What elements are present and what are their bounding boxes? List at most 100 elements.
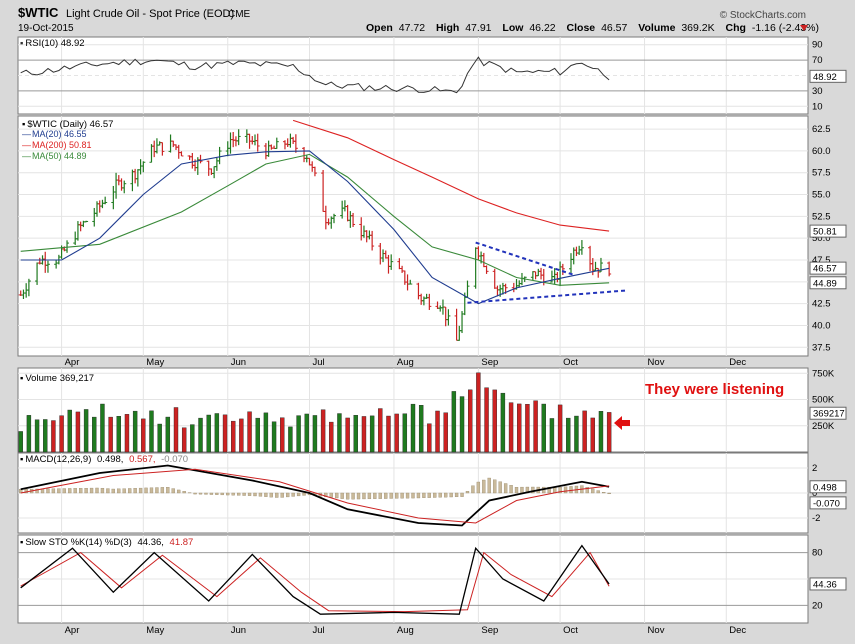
close-tag: 46.57 bbox=[813, 264, 837, 275]
volume-bar bbox=[84, 409, 88, 452]
sto-legend-v1: 44.36, bbox=[137, 537, 163, 548]
macd-histogram-bar bbox=[504, 484, 507, 494]
macd-histogram-bar bbox=[199, 493, 202, 494]
rsi-legend-text: RSI(10) 48.92 bbox=[25, 38, 84, 49]
volume-bar bbox=[427, 424, 431, 452]
volume-bar bbox=[207, 415, 211, 452]
macd-tick-label: -2 bbox=[812, 513, 820, 524]
macd-legend: ▪MACD(12,26,9) 0.498, 0.567, -0.070 bbox=[20, 454, 188, 465]
macd-histogram-bar bbox=[362, 493, 365, 499]
macd-tick-label: 2 bbox=[812, 463, 817, 474]
volume-bar bbox=[354, 415, 358, 452]
ma50-legend-text: MA(50) 44.89 bbox=[32, 151, 87, 161]
sto-toggle-icon[interactable]: ▪ bbox=[20, 537, 23, 548]
macd-histogram-bar bbox=[433, 493, 436, 498]
price-panel bbox=[18, 116, 808, 356]
macd-histogram-bar bbox=[286, 493, 289, 497]
volume-bar bbox=[92, 417, 96, 452]
macd-histogram-bar bbox=[275, 493, 278, 498]
macd-tag: 0.498 bbox=[813, 482, 837, 493]
macd-histogram-bar bbox=[101, 488, 104, 493]
macd-histogram-bar bbox=[564, 487, 567, 493]
ma200-legend: —MA(200) 50.81 bbox=[22, 140, 92, 150]
macd-histogram-bar bbox=[422, 493, 425, 498]
macd-histogram-bar bbox=[297, 493, 300, 496]
panel-toggle-icon[interactable]: ▪ bbox=[20, 38, 23, 49]
volume-bar bbox=[280, 418, 284, 452]
month-label-top: Dec bbox=[729, 357, 746, 368]
macd-hist-tag: -0.070 bbox=[813, 498, 840, 509]
volume-tag: 369217 bbox=[813, 409, 845, 420]
price-tick-label: 40.0 bbox=[812, 320, 831, 331]
macd-histogram-bar bbox=[466, 491, 469, 493]
macd-histogram-bar bbox=[335, 493, 338, 498]
macd-histogram-bar bbox=[417, 493, 420, 498]
volume-bar bbox=[574, 416, 578, 452]
volume-bar bbox=[288, 427, 292, 452]
macd-histogram-bar bbox=[123, 489, 126, 493]
volume-bar bbox=[493, 390, 497, 452]
month-label-bottom: Apr bbox=[65, 625, 80, 636]
price-tick-label: 60.0 bbox=[812, 146, 831, 157]
macd-histogram-bar bbox=[161, 487, 164, 493]
ma200-line-icon: — bbox=[22, 140, 31, 150]
volume-bar bbox=[125, 414, 129, 452]
low-label: Low bbox=[502, 22, 524, 34]
volume-bar bbox=[190, 425, 194, 452]
open-value: 47.72 bbox=[399, 22, 425, 34]
volume-bar bbox=[223, 415, 227, 452]
volume-bar bbox=[403, 414, 407, 452]
macd-histogram-bar bbox=[204, 493, 207, 494]
ma200-legend-text: MA(200) 50.81 bbox=[32, 140, 92, 150]
macd-histogram-bar bbox=[215, 493, 218, 495]
volume-bar bbox=[141, 419, 145, 452]
ma20-legend: —MA(20) 46.55 bbox=[22, 129, 87, 139]
macd-histogram-bar bbox=[570, 486, 573, 493]
macd-histogram-bar bbox=[520, 487, 523, 493]
volume-bar bbox=[370, 416, 374, 452]
macd-histogram-bar bbox=[368, 493, 371, 499]
ma50-tag: 44.89 bbox=[813, 278, 837, 289]
macd-histogram-bar bbox=[346, 493, 349, 499]
macd-histogram-bar bbox=[79, 488, 82, 493]
volume-bar bbox=[591, 418, 595, 452]
macd-histogram-bar bbox=[90, 488, 93, 493]
macd-legend-v1: 0.498, bbox=[97, 454, 123, 465]
month-label-top: Aug bbox=[397, 357, 414, 368]
volume-bar bbox=[256, 418, 260, 452]
volume-bar bbox=[452, 391, 456, 452]
volume-bar bbox=[337, 414, 341, 452]
volume-bar bbox=[534, 401, 538, 452]
header-exchange: CME bbox=[228, 9, 251, 20]
volume-tick-label: 750K bbox=[812, 368, 835, 379]
volume-bar bbox=[68, 410, 72, 452]
volume-bar bbox=[436, 411, 440, 452]
macd-toggle-icon[interactable]: ▪ bbox=[20, 454, 23, 465]
volume-tick-label: 500K bbox=[812, 395, 835, 406]
volume-bar bbox=[386, 416, 390, 452]
macd-histogram-bar bbox=[428, 493, 431, 498]
ohlc-line: Open 47.72 High 47.91 Low 46.22 Close 46… bbox=[366, 22, 819, 34]
macd-histogram-bar bbox=[406, 493, 409, 498]
volume-bar bbox=[305, 414, 309, 452]
macd-histogram-bar bbox=[128, 488, 131, 493]
macd-histogram-bar bbox=[221, 493, 224, 495]
volume-toggle-icon[interactable]: ▪ bbox=[20, 373, 23, 384]
volume-bar bbox=[607, 412, 611, 452]
month-label-bottom: May bbox=[146, 625, 164, 636]
sto-legend-v2: 41.87 bbox=[170, 537, 194, 548]
month-label-top: Jul bbox=[312, 357, 324, 368]
sto-tick-label: 80 bbox=[812, 548, 823, 559]
macd-histogram-bar bbox=[379, 493, 382, 499]
macd-histogram-bar bbox=[488, 478, 491, 493]
macd-histogram-bar bbox=[450, 493, 453, 497]
annotation-text: They were listening bbox=[645, 381, 784, 398]
volume-bar bbox=[182, 428, 186, 452]
rsi-tick-label: 90 bbox=[812, 40, 823, 51]
chg-value: -1.16 (-2.43%) bbox=[752, 22, 819, 34]
rsi-tag: 48.92 bbox=[813, 72, 837, 83]
high-value: 47.91 bbox=[465, 22, 491, 34]
brand-logo: © StockCharts.com bbox=[720, 10, 806, 21]
macd-histogram-bar bbox=[461, 493, 464, 497]
volume-bar bbox=[272, 422, 276, 452]
